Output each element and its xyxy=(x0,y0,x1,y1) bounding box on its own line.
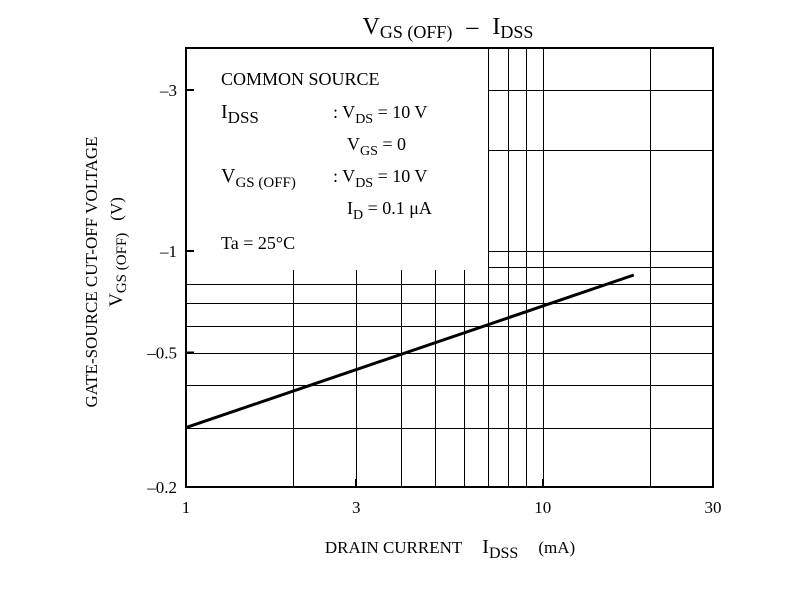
x-tick-label: 30 xyxy=(705,498,722,517)
y-axis-label-line1: GATE-SOURCE CUT-OFF VOLTAGE xyxy=(82,137,101,408)
chart-title: VGS (OFF) – IDSS xyxy=(363,14,534,43)
legend-box xyxy=(186,48,488,270)
legend-row-3-symbol: VGS (OFF) xyxy=(221,165,296,191)
y-tick-label: –1 xyxy=(159,242,177,261)
x-axis-label: DRAIN CURRENT IDSS (mA) xyxy=(325,536,575,562)
y-tick-label: –3 xyxy=(159,81,177,100)
plot-frame xyxy=(185,47,714,488)
axis-ticks: 1 3 10 30 –3 –1 –0.5 –0.2 xyxy=(146,81,721,517)
legend-row-2-condition: VGS = 0 xyxy=(347,134,406,159)
legend-row-4-condition: ID = 0.1 μA xyxy=(347,198,432,223)
legend-conditions: COMMON SOURCE IDSS : VDS = 10 V VGS = 0 … xyxy=(221,69,432,253)
x-tick-label: 1 xyxy=(182,498,191,517)
legend-row-1-condition: : VDS = 10 V xyxy=(333,102,427,127)
y-axis-label: GATE-SOURCE CUT-OFF VOLTAGE VGS (OFF)(V) xyxy=(82,137,130,408)
legend-heading: COMMON SOURCE xyxy=(221,69,380,89)
legend-row-3-condition: : VDS = 10 V xyxy=(333,166,427,191)
series-line xyxy=(185,273,635,430)
legend-footer: Ta = 25°C xyxy=(221,233,295,253)
y-tick-label: –0.5 xyxy=(146,344,177,363)
x-tick-label: 3 xyxy=(352,498,361,517)
y-tick-label: –0.2 xyxy=(146,478,177,497)
legend-row-1-symbol: IDSS xyxy=(221,101,259,127)
x-tick-label: 10 xyxy=(534,498,551,517)
y-axis-label-line2: VGS (OFF)(V) xyxy=(106,197,130,307)
series-layer xyxy=(185,273,635,430)
